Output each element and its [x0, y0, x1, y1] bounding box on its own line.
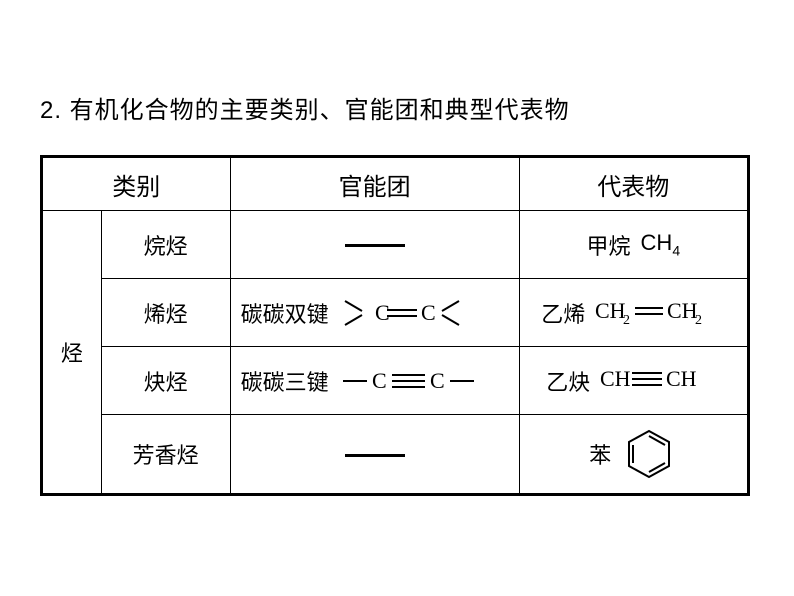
main-category-cell: 烃	[42, 211, 102, 495]
fg-label: 碳碳三键	[241, 365, 329, 397]
double-bond-icon: C C	[337, 293, 467, 333]
svg-text:C: C	[421, 300, 436, 325]
representative-cell: 苯	[519, 415, 748, 495]
svg-text:2: 2	[623, 313, 630, 328]
triple-bond-icon: C C	[337, 364, 487, 398]
page-container: 2. 有机化合物的主要类别、官能团和典型代表物 类别 官能团 代表物 烃 烷烃 …	[0, 0, 794, 536]
table-row: 烯烃 碳碳双键 C C	[42, 279, 749, 347]
svg-text:CH: CH	[600, 366, 631, 391]
benzene-icon	[621, 426, 677, 482]
formula-ch4: CH4	[641, 230, 681, 258]
rep-name: 甲烷	[587, 229, 631, 261]
svg-text:C: C	[375, 300, 390, 325]
svg-text:C: C	[372, 368, 387, 393]
dash-icon	[345, 454, 405, 457]
table-row: 炔烃 碳碳三键 C C 乙炔	[42, 347, 749, 415]
fg-label: 碳碳双键	[241, 297, 329, 329]
svg-text:CH: CH	[595, 298, 626, 323]
header-category: 类别	[42, 157, 231, 211]
header-representative: 代表物	[519, 157, 748, 211]
rep-name: 乙炔	[546, 365, 590, 397]
page-title: 2. 有机化合物的主要类别、官能团和典型代表物	[40, 90, 754, 125]
svg-text:CH: CH	[667, 298, 698, 323]
formula-ethyne: CH CH	[600, 364, 720, 398]
representative-cell: 乙炔 CH CH	[519, 347, 748, 415]
table-header-row: 类别 官能团 代表物	[42, 157, 749, 211]
functional-group-cell	[230, 211, 519, 279]
subcategory-cell: 炔烃	[101, 347, 230, 415]
rep-name: 乙烯	[541, 297, 585, 329]
rep-name: 苯	[589, 438, 611, 470]
representative-cell: 乙烯 CH 2 CH 2	[519, 279, 748, 347]
svg-text:C: C	[430, 368, 445, 393]
subcategory-cell: 烯烃	[101, 279, 230, 347]
functional-group-cell: 碳碳双键 C C	[230, 279, 519, 347]
functional-group-cell	[230, 415, 519, 495]
functional-group-cell: 碳碳三键 C C	[230, 347, 519, 415]
representative-cell: 甲烷 CH4	[519, 211, 748, 279]
table-row: 烃 烷烃 甲烷 CH4	[42, 211, 749, 279]
subcategory-cell: 芳香烃	[101, 415, 230, 495]
classification-table: 类别 官能团 代表物 烃 烷烃 甲烷 CH4 烯烃 碳碳双键	[40, 155, 750, 496]
dash-icon	[345, 244, 405, 247]
subcategory-cell: 烷烃	[101, 211, 230, 279]
header-functional-group: 官能团	[230, 157, 519, 211]
formula-ethene: CH 2 CH 2	[595, 296, 725, 330]
svg-text:2: 2	[695, 313, 702, 328]
svg-text:CH: CH	[666, 366, 697, 391]
table-row: 芳香烃 苯	[42, 415, 749, 495]
